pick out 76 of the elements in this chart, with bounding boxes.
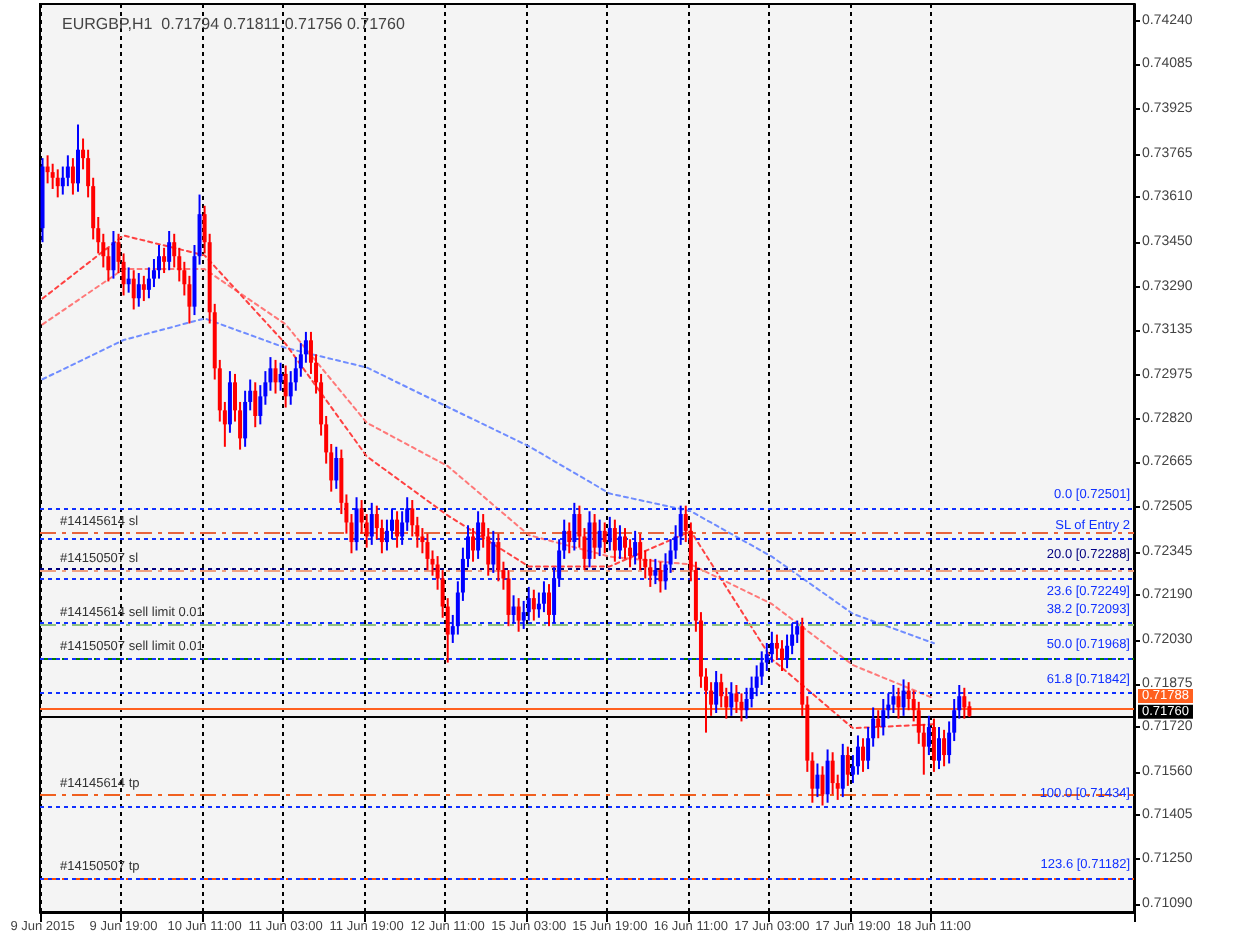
candlestick — [572, 501, 577, 552]
candlestick — [70, 157, 75, 196]
candlestick — [516, 597, 521, 633]
candlestick — [855, 734, 860, 776]
candlestick — [734, 684, 739, 715]
candlestick — [820, 765, 825, 807]
candlestick — [592, 513, 597, 560]
candlestick — [278, 361, 283, 392]
candlestick — [496, 532, 501, 583]
candlestick — [506, 569, 511, 628]
candlestick — [597, 518, 602, 558]
candlestick — [780, 639, 784, 672]
candlestick — [273, 358, 278, 395]
candlestick — [131, 269, 136, 311]
candlestick — [861, 737, 866, 773]
candlestick — [50, 162, 55, 190]
candlestick — [547, 583, 552, 628]
candlestick — [815, 762, 820, 799]
candlestick — [633, 529, 638, 566]
candlestick — [334, 445, 339, 490]
candlestick — [658, 560, 663, 594]
candlestick — [638, 532, 643, 572]
candlestick — [526, 585, 531, 622]
candlestick — [607, 515, 612, 552]
candlestick — [876, 709, 881, 740]
candlestick — [896, 686, 901, 720]
candlestick — [541, 580, 546, 614]
candlestick — [476, 510, 481, 560]
candlestick — [612, 518, 617, 563]
candlestick — [253, 381, 258, 429]
candlestick — [425, 532, 430, 572]
candlestick — [227, 370, 232, 434]
candlestick — [714, 669, 719, 715]
candlestick — [931, 717, 936, 773]
candlestick — [942, 728, 947, 768]
candlestick — [531, 588, 536, 622]
candlestick — [75, 123, 80, 193]
candlestick — [146, 266, 151, 300]
candlestick — [617, 524, 622, 560]
candlestick — [567, 521, 572, 555]
candlestick — [162, 246, 167, 275]
candlestick — [937, 726, 941, 771]
candlestick — [141, 274, 146, 303]
candlestick — [739, 692, 744, 723]
candlestick — [283, 364, 288, 409]
candlestick — [157, 244, 162, 280]
candlestick — [167, 230, 172, 272]
candlestick — [491, 529, 496, 574]
candlestick — [55, 168, 60, 199]
candlestick — [369, 501, 374, 546]
candlestick — [653, 557, 658, 586]
candlestick — [926, 714, 931, 757]
candlestick — [111, 230, 116, 280]
candlestick — [825, 748, 830, 804]
candlestick — [769, 630, 774, 664]
candlestick — [840, 742, 845, 799]
candlestick — [65, 154, 70, 188]
candlestick — [126, 266, 131, 294]
candlestick — [830, 751, 835, 796]
text: EURGBP,H1 0.71794 0.71811 0.71756 0.71760 — [62, 15, 406, 33]
candlestick — [471, 527, 476, 563]
candlestick — [602, 521, 607, 555]
candlestick — [622, 527, 627, 560]
candlestick — [136, 272, 141, 308]
candlestick — [395, 510, 400, 549]
candlestick — [45, 154, 50, 185]
candlestick — [962, 686, 967, 720]
candlestick — [881, 698, 886, 737]
candlestick — [587, 510, 592, 569]
candlestick — [891, 684, 896, 715]
candlestick — [901, 678, 906, 717]
candlestick — [511, 594, 516, 625]
candlestick — [354, 496, 359, 552]
candlestick — [729, 681, 734, 717]
candlestick — [648, 557, 653, 588]
candlestick — [845, 745, 850, 787]
